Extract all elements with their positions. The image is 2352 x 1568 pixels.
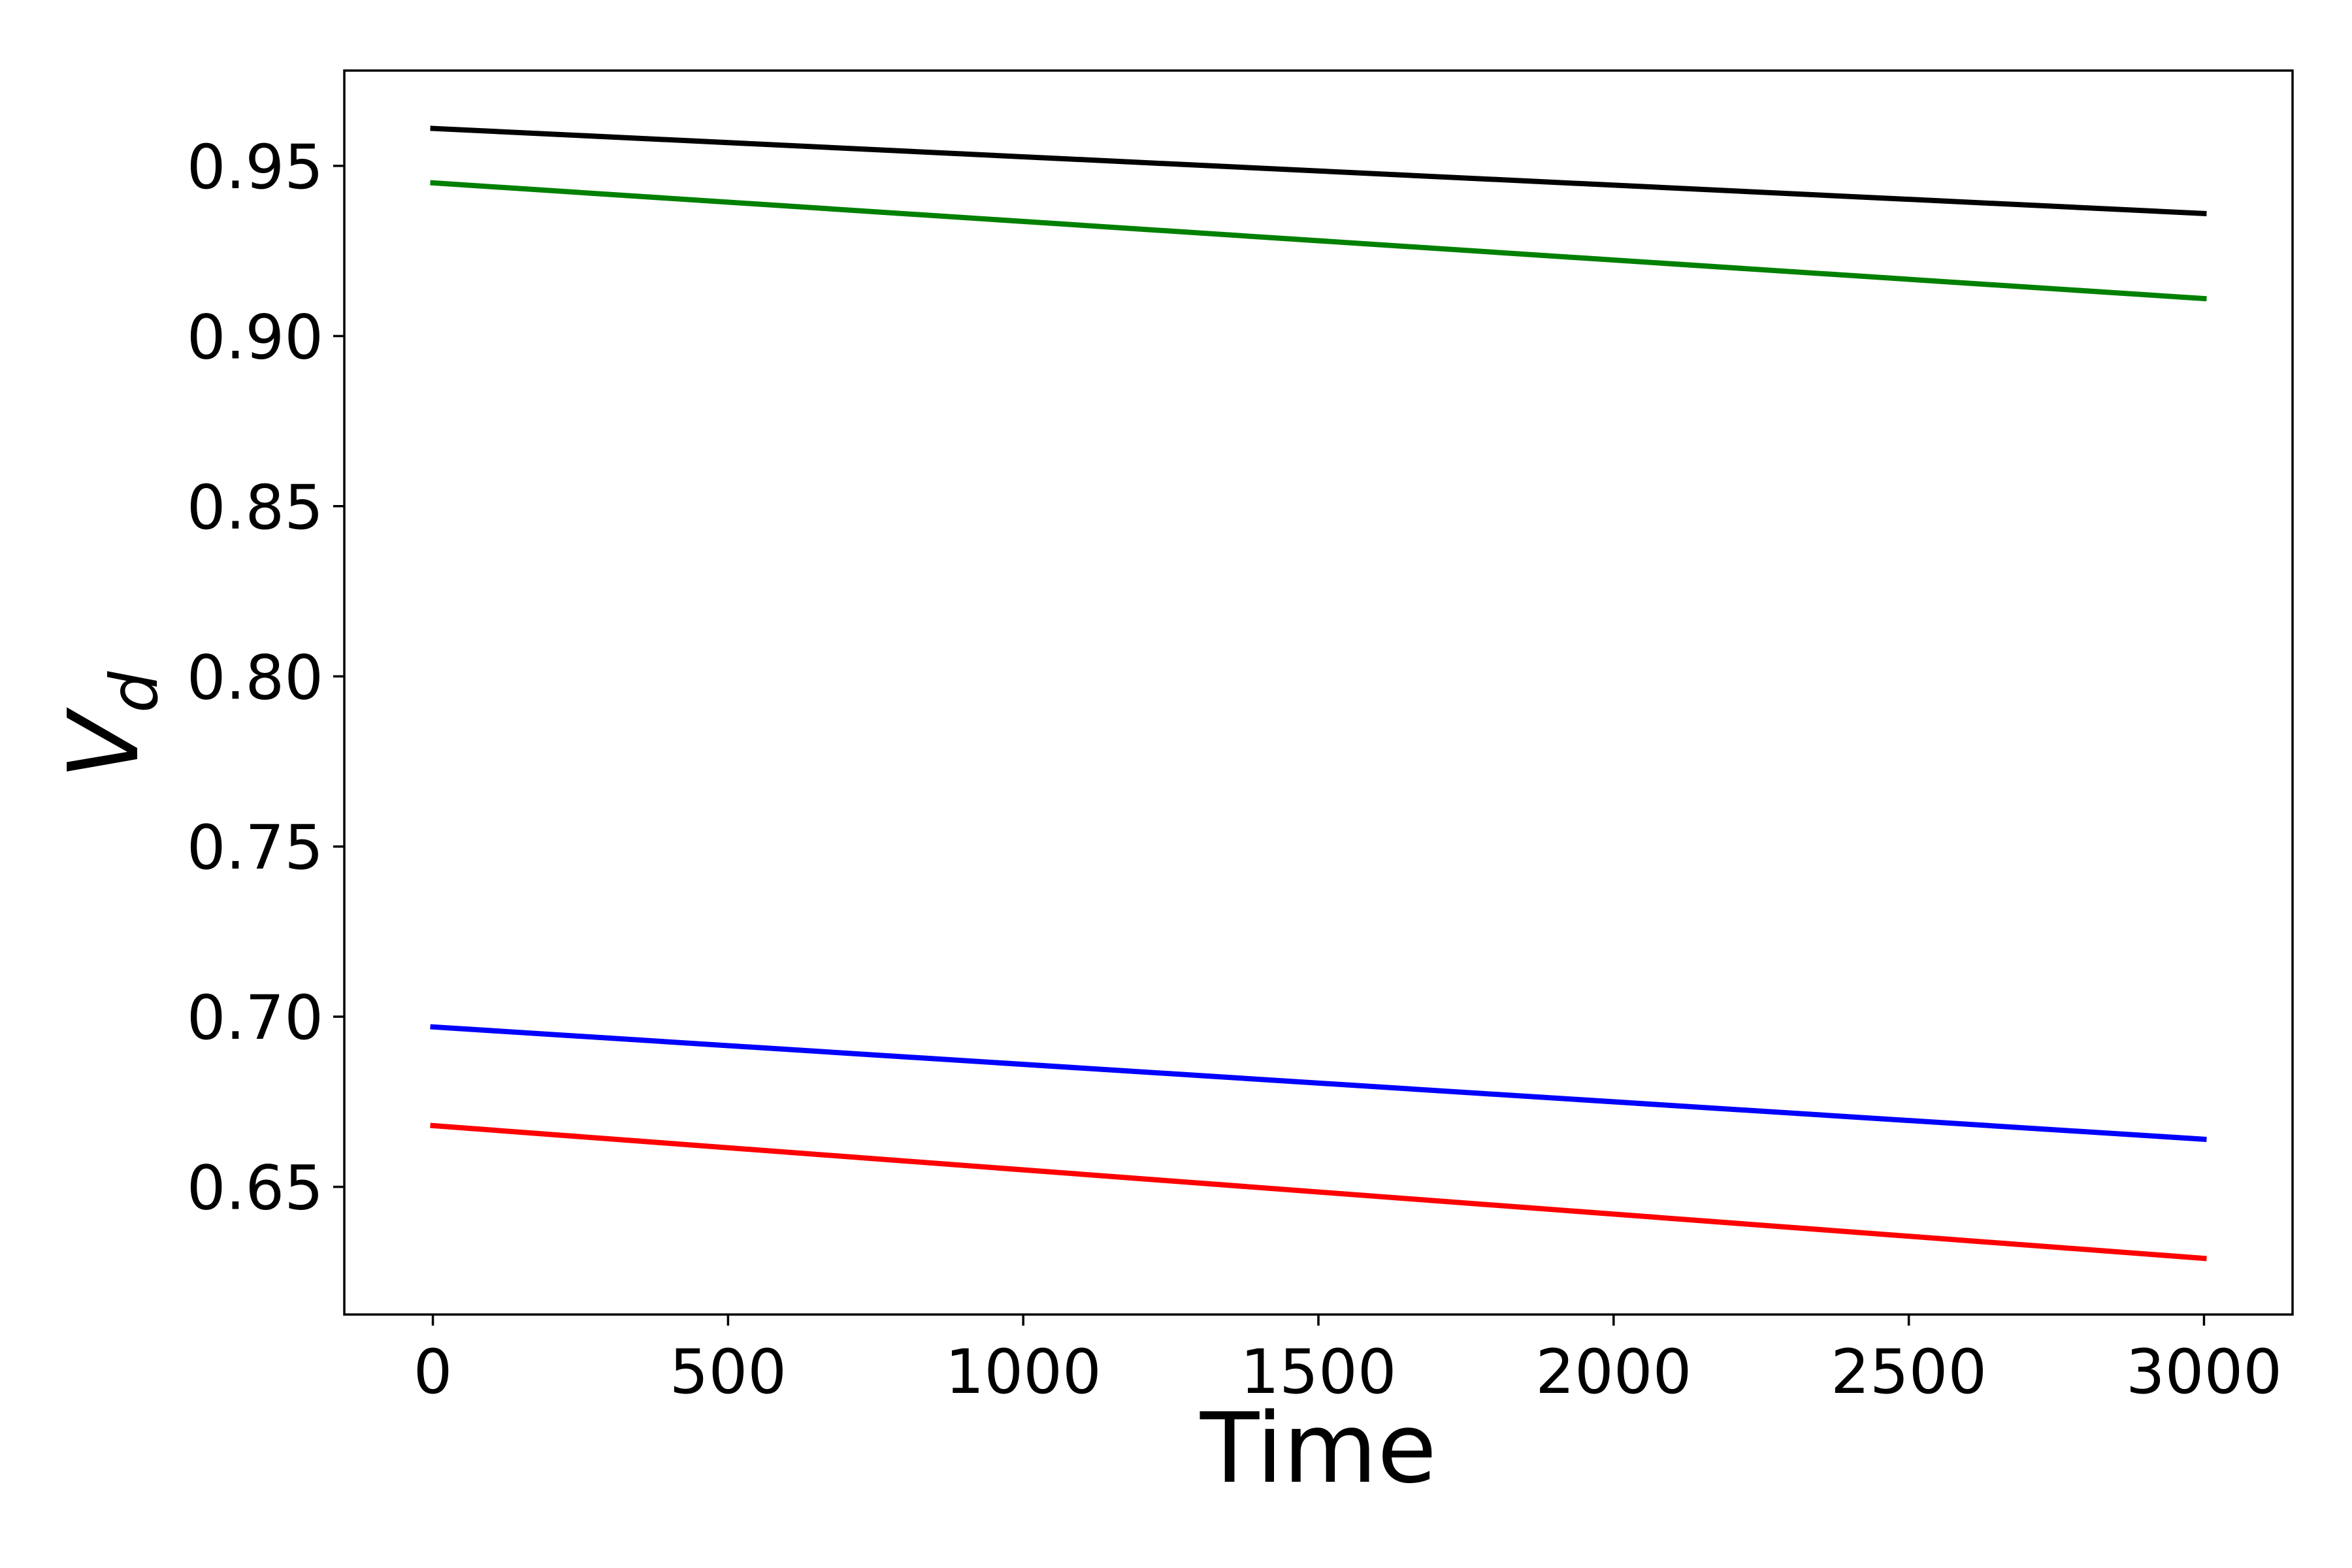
y-tick-label: 0.90 (187, 302, 323, 373)
series-layer (430, 125, 2207, 1262)
series-line-1 (430, 125, 2207, 216)
y-ticks: 0.65 0.70 0.75 0.80 0.85 0.90 0.95 (187, 132, 344, 1224)
x-tick-label: 2500 (1831, 1337, 1987, 1408)
y-tick-label: 0.75 (187, 813, 323, 884)
y-axis-title-sub: d (96, 671, 172, 713)
y-axis-title-main: V (48, 707, 160, 779)
y-tick-label: 0.85 (187, 472, 323, 544)
x-tick-label: 2000 (1535, 1337, 1691, 1408)
y-tick-label: 0.95 (187, 132, 323, 203)
series-line-4 (430, 1122, 2207, 1262)
y-tick-label: 0.80 (187, 642, 323, 713)
x-tick-label: 0 (414, 1337, 453, 1408)
series-line-2 (430, 180, 2207, 302)
x-tick-label: 500 (670, 1337, 787, 1408)
y-tick-label: 0.70 (187, 983, 323, 1054)
x-tick-label: 1500 (1240, 1337, 1396, 1408)
x-ticks: 0 500 1000 1500 2000 2500 3000 (414, 1315, 2282, 1408)
x-axis-title: Time (1200, 1392, 1437, 1505)
x-tick-label: 3000 (2126, 1337, 2282, 1408)
series-line-3 (430, 1024, 2207, 1142)
x-tick-label: 1000 (945, 1337, 1102, 1408)
y-tick-label: 0.65 (187, 1153, 323, 1224)
y-axis-title: Vd (48, 671, 172, 779)
